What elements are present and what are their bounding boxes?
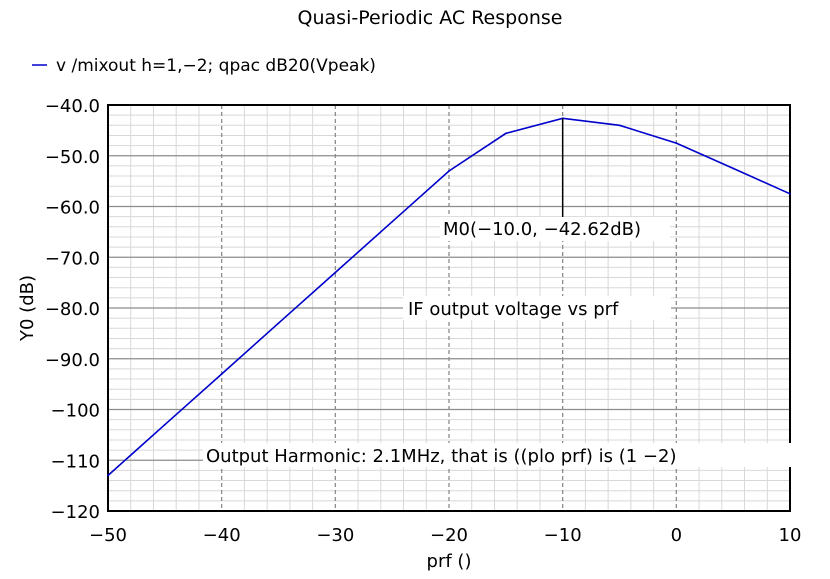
x-tick-labels: −50 −40 −30 −20 −10 0 10	[89, 525, 801, 546]
x-tick-label: −50	[89, 525, 127, 546]
y-tick-label: −100	[51, 401, 100, 422]
series-point	[107, 474, 109, 477]
y-tick-label: −40.0	[45, 96, 100, 117]
y-tick-label: −80.0	[45, 299, 100, 320]
series-layer	[107, 117, 791, 477]
annotation-harmonic-background	[203, 443, 791, 467]
annotation-if-output: IF output voltage vs prf	[408, 299, 619, 320]
y-tick-label: −110	[51, 451, 100, 472]
chart-title: Quasi-Periodic AC Response	[298, 7, 563, 29]
series-point	[618, 124, 621, 127]
series-point	[220, 373, 223, 375]
y-tick-label: −50.0	[45, 147, 100, 168]
y-axis-label: Y0 (dB)	[17, 275, 38, 342]
series-point	[448, 170, 450, 172]
annotation-output-harmonic: Output Harmonic: 2.1MHz, that is ((plo p…	[206, 446, 676, 467]
marker-m0-label: M0(−10.0, −42.62dB)	[443, 219, 641, 240]
series-point	[504, 132, 507, 135]
y-tick-label: −60.0	[45, 198, 100, 219]
plot-frame	[107, 104, 791, 512]
x-tick-label: −30	[316, 525, 354, 546]
series-point	[163, 423, 166, 426]
marker-m0-label-background	[440, 217, 670, 241]
x-tick-label: −10	[544, 525, 582, 546]
y-tick-labels: −40.0 −50.0 −60.0 −70.0 −80.0 −90.0 −100 −110 −1…	[45, 96, 100, 523]
series-point	[334, 271, 337, 274]
annotation-if-background	[403, 296, 671, 320]
y-tick-label: −70.0	[45, 248, 100, 269]
y-tick-label: −120	[51, 502, 100, 523]
series-point	[789, 192, 791, 195]
legend-series-label: v /mixout h=1,−2; qpac dB20(Vpeak)	[56, 56, 376, 76]
x-tick-label: −20	[430, 525, 468, 546]
x-tick-label: −40	[203, 525, 241, 546]
y-tick-label: −90.0	[45, 350, 100, 371]
series-point	[732, 167, 735, 170]
series-point	[391, 220, 394, 223]
x-tick-label: 0	[671, 525, 682, 546]
series-point	[277, 322, 280, 325]
x-axis-label: prf ()	[427, 551, 472, 572]
x-tick-label: 10	[779, 525, 802, 546]
series-point	[675, 142, 678, 144]
